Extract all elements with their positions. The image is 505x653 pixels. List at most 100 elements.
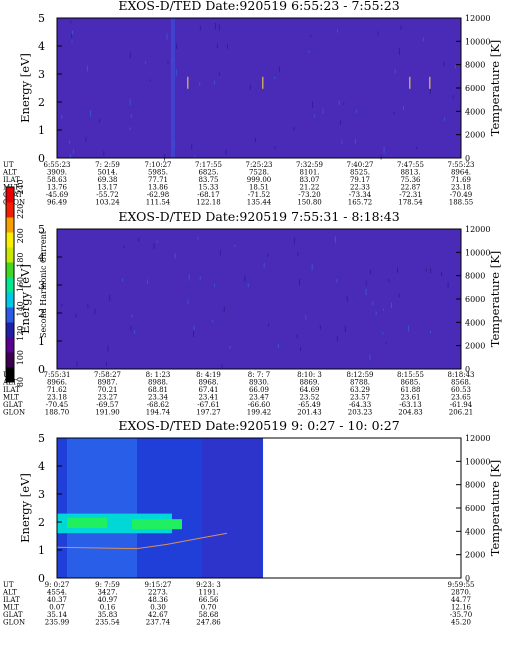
noise-speck [71, 40, 73, 43]
noise-speck [296, 334, 298, 339]
orbit-value: 96.49 [47, 199, 67, 207]
orbit-value: 8968. [198, 379, 218, 387]
orbit-value: -45.69 [46, 191, 68, 199]
noise-speck [192, 330, 194, 337]
noise-speck [441, 271, 443, 277]
noise-speck [130, 325, 132, 331]
noise-speck [382, 308, 384, 311]
noise-speck [340, 120, 342, 125]
noise-speck [69, 153, 71, 159]
orbit-value: 111.54 [146, 199, 171, 207]
y-tick-label: 3 [38, 68, 45, 81]
noise-speck [341, 140, 343, 145]
orbit-value: 7:10:27 [145, 161, 172, 169]
noise-speck [398, 48, 400, 55]
orbit-value: 165.72 [348, 199, 373, 207]
y-tick-label: 3 [38, 488, 45, 501]
noise-speck [300, 346, 302, 352]
colorbar-tick-label: 180 [16, 252, 25, 267]
orbit-value: 22.33 [350, 184, 370, 192]
orbit-value: 7:47:55 [397, 161, 424, 169]
noise-speck [68, 140, 70, 144]
panel-title: EXOS-D/TED Date:920519 9: 0:27 - 10: 0:2… [118, 418, 399, 433]
orbit-value: 204.83 [398, 409, 423, 417]
orbit-value: -70.49 [450, 191, 472, 199]
colorbar-tick-label: 200 [16, 228, 25, 243]
noise-speck [103, 151, 105, 156]
orbit-row-label: ALT [2, 589, 17, 597]
colorbar-frame [5, 186, 15, 383]
noise-speck [380, 155, 382, 160]
orbit-value: 35.83 [97, 611, 117, 619]
orbit-value: 40.37 [47, 596, 67, 604]
orbit-row-label: ALT [2, 169, 17, 177]
orbit-value: -71.52 [248, 191, 270, 199]
noise-speck [398, 293, 400, 298]
noise-speck [188, 274, 190, 281]
orbit-value: 9:59:55 [448, 581, 475, 589]
orbit-value: 8525. [350, 169, 370, 177]
orbit-value: 3909. [47, 169, 67, 177]
orbit-value: 23.18 [47, 394, 67, 402]
orbit-value: 6825. [198, 169, 218, 177]
orbit-value: 8788. [350, 379, 370, 387]
colorbar-segment [6, 202, 14, 218]
panel-title: EXOS-D/TED Date:920519 7:55:31 - 8:18:43 [118, 209, 399, 224]
orbit-value: 8:10: 3 [297, 371, 322, 379]
orbit-value: 199.42 [247, 409, 272, 417]
noise-speck [430, 330, 432, 334]
y2-tick-label: 0 [465, 365, 470, 374]
noise-speck [191, 143, 193, 150]
orbit-value: 15.33 [198, 184, 218, 192]
y2-tick-label: 6000 [465, 84, 485, 93]
spectrogram-field [57, 229, 461, 369]
noise-speck [131, 314, 133, 318]
y-tick-label: 0 [38, 152, 45, 165]
noise-speck [71, 33, 73, 39]
noise-speck [129, 52, 131, 59]
noise-speck [149, 79, 151, 82]
noise-speck [311, 264, 313, 271]
colorbar-tick-label: 240 [16, 179, 25, 194]
noise-speck [156, 240, 158, 244]
noise-speck [226, 44, 228, 49]
orbit-value: 23.61 [400, 394, 420, 402]
noise-speck [365, 280, 367, 286]
noise-speck [322, 108, 324, 114]
noise-speck [164, 154, 166, 161]
orbit-value: 60.53 [451, 386, 471, 394]
y2-tick-label: 2000 [465, 342, 485, 351]
orbit-value: 44.77 [451, 596, 471, 604]
orbit-value: 0.07 [49, 604, 65, 612]
noise-speck [229, 345, 231, 349]
orbit-row-label: GLAT [3, 611, 23, 619]
y2-tick-label: 12000 [465, 434, 490, 443]
noise-speck [121, 278, 123, 282]
noise-speck [218, 23, 220, 31]
noise-speck [234, 244, 236, 248]
orbit-value: 22.87 [400, 184, 420, 192]
colorbar-tick-label: 120 [16, 326, 25, 341]
colorbar-tick-label: 220 [16, 204, 25, 219]
band-green [132, 519, 182, 530]
orbit-value: 7:58:27 [94, 371, 121, 379]
orbit-value: 178.54 [398, 199, 423, 207]
colorbar-tick-label: 80 [16, 377, 25, 387]
orbit-value: 63.29 [350, 386, 370, 394]
noise-speck [105, 361, 107, 367]
y2-tick-label: 8000 [465, 272, 485, 281]
orbit-value: 188.55 [449, 199, 474, 207]
noise-speck [107, 345, 109, 352]
y-tick-label: 2 [38, 96, 45, 109]
noise-speck [153, 243, 155, 249]
colorbar-segment [6, 277, 14, 293]
noise-speck [430, 268, 432, 274]
noise-speck [394, 69, 396, 74]
y2-tick-label: 8000 [465, 61, 485, 70]
orbit-value: 68.81 [148, 386, 168, 394]
orbit-value: 8685. [400, 379, 420, 387]
y-tick-label: 2 [38, 516, 45, 529]
orbit-value: -69.57 [96, 401, 118, 409]
noise-speck [402, 105, 404, 110]
